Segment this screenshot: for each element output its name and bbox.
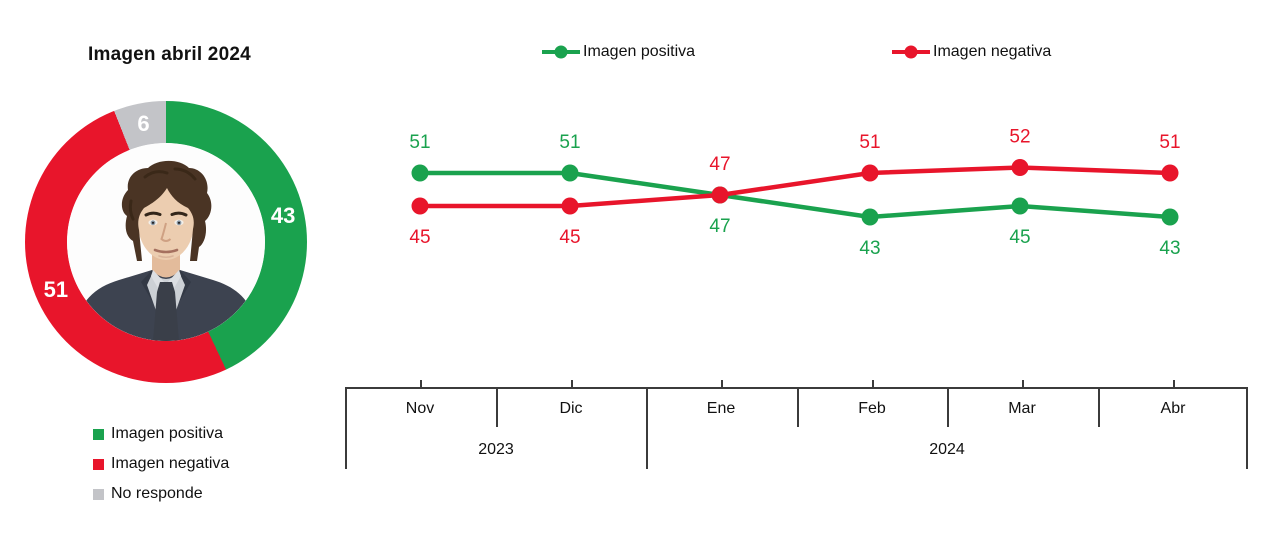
data-point xyxy=(711,186,729,204)
month-divider xyxy=(947,389,949,427)
data-point-label: 45 xyxy=(559,227,580,248)
axis-tick xyxy=(1173,380,1175,387)
line-legend-item: Imagen positiva xyxy=(542,43,696,60)
line-legend-label: Imagen negativa xyxy=(933,43,1052,60)
line-marker-icon xyxy=(892,45,930,59)
donut-slice-value: 51 xyxy=(43,276,69,302)
data-point-label: 47 xyxy=(709,216,730,237)
line-legend-label: Imagen positiva xyxy=(583,43,696,60)
month-divider xyxy=(496,389,498,427)
line-chart: 51 51 47 43 45 43 45 45 47 51 52 51 xyxy=(409,127,1180,260)
data-point-label: 43 xyxy=(1159,238,1180,259)
donut-chart: 43 51 6 xyxy=(25,101,307,383)
data-point-label: 45 xyxy=(409,227,430,248)
data-point xyxy=(411,164,429,182)
data-point xyxy=(561,164,579,182)
legend-swatch-icon xyxy=(93,458,104,470)
table-border-left xyxy=(345,389,347,469)
milei-portrait-image xyxy=(67,143,265,341)
donut-title: Imagen abril 2024 xyxy=(88,44,251,65)
donut-legend-item: Imagen positiva xyxy=(93,419,229,449)
month-divider xyxy=(646,389,648,469)
series-line-negativa xyxy=(420,165,1171,209)
month-label: Feb xyxy=(858,400,886,417)
data-point-label: 45 xyxy=(1009,227,1030,248)
month-divider xyxy=(797,389,799,427)
donut-legend-item: Imagen negativa xyxy=(93,449,229,479)
data-point xyxy=(411,197,429,215)
data-point-label: 52 xyxy=(1009,127,1030,148)
axis-tick xyxy=(571,380,573,387)
data-point-label: 51 xyxy=(1159,132,1180,153)
data-point xyxy=(861,208,879,226)
month-divider xyxy=(1098,389,1100,427)
month-year-axis-table: Nov Dic Ene Feb Mar Abr 2023 2024 xyxy=(345,380,1248,469)
data-point-label: 43 xyxy=(859,238,880,259)
series-line-positiva xyxy=(420,170,1171,220)
data-point-label: 51 xyxy=(559,132,580,153)
data-point xyxy=(1161,164,1179,182)
table-border-right xyxy=(1246,389,1248,469)
data-point-label: 51 xyxy=(859,132,880,153)
axis-tick xyxy=(1022,380,1024,387)
line-legend-item: Imagen negativa xyxy=(892,43,1052,60)
donut-legend-item: No responde xyxy=(93,479,229,509)
portrait-frame xyxy=(67,143,265,341)
month-label: Ene xyxy=(706,400,736,417)
donut-slice-value: 6 xyxy=(137,111,150,137)
data-point xyxy=(1161,208,1179,226)
donut-legend: Imagen positiva Imagen negativa No respond… xyxy=(93,419,229,509)
donut-legend-label: Imagen negativa xyxy=(111,455,230,472)
donut-legend-label: No responde xyxy=(111,485,203,502)
data-point-label: 47 xyxy=(709,154,730,175)
axis-tick xyxy=(872,380,874,387)
data-point xyxy=(1011,159,1029,176)
donut-legend-label: Imagen positiva xyxy=(111,425,224,442)
line-marker-icon xyxy=(542,45,580,59)
month-label: Dic xyxy=(559,400,583,417)
data-point-label: 51 xyxy=(409,132,430,153)
year-label: 2023 xyxy=(478,441,514,458)
data-point xyxy=(861,164,879,182)
data-point xyxy=(561,197,579,215)
legend-swatch-icon xyxy=(93,488,104,500)
axis-tick xyxy=(721,380,723,387)
month-label: Mar xyxy=(1008,400,1036,417)
donut-slice-value: 43 xyxy=(270,202,296,228)
month-label: Nov xyxy=(405,400,435,417)
year-label: 2024 xyxy=(929,441,965,458)
data-point xyxy=(1011,197,1029,215)
axis-tick xyxy=(420,380,422,387)
month-label: Abr xyxy=(1160,400,1186,417)
legend-swatch-icon xyxy=(93,428,104,440)
